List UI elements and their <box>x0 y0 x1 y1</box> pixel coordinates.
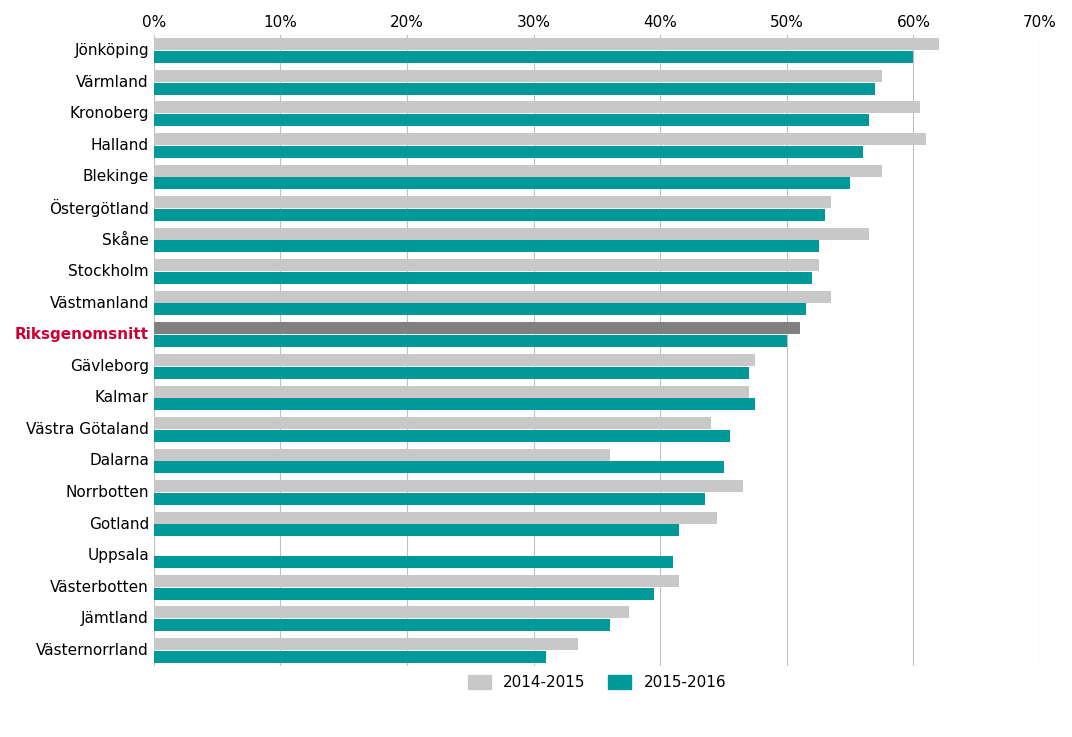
Bar <box>154 638 578 650</box>
Bar <box>154 366 749 379</box>
Bar <box>154 146 863 158</box>
Bar <box>154 83 876 94</box>
Bar <box>154 354 755 366</box>
Bar <box>154 385 749 397</box>
Bar <box>154 114 869 126</box>
Bar <box>154 556 673 568</box>
Bar <box>154 272 813 284</box>
Bar <box>154 461 724 473</box>
Bar <box>154 102 920 113</box>
Bar <box>154 70 882 82</box>
Bar <box>154 177 850 189</box>
Bar <box>154 607 628 618</box>
Bar <box>154 240 819 252</box>
Bar <box>154 398 755 410</box>
Bar <box>154 38 939 50</box>
Bar <box>154 575 680 587</box>
Bar <box>154 449 610 461</box>
Bar <box>154 196 831 208</box>
Bar <box>154 291 831 303</box>
Bar <box>154 209 824 221</box>
Bar <box>154 525 680 537</box>
Bar <box>154 430 730 441</box>
Bar <box>154 322 800 335</box>
Bar <box>154 304 806 315</box>
Bar <box>154 619 610 631</box>
Bar <box>154 481 743 492</box>
Bar <box>154 51 913 63</box>
Bar <box>154 417 711 429</box>
Bar <box>154 511 717 524</box>
Bar <box>154 259 819 271</box>
Legend: 2014-2015, 2015-2016: 2014-2015, 2015-2016 <box>462 669 732 696</box>
Bar <box>154 133 926 145</box>
Bar <box>154 587 654 599</box>
Bar <box>154 164 882 177</box>
Bar <box>154 651 547 663</box>
Bar <box>154 335 787 347</box>
Bar <box>154 493 704 505</box>
Bar <box>154 228 869 240</box>
